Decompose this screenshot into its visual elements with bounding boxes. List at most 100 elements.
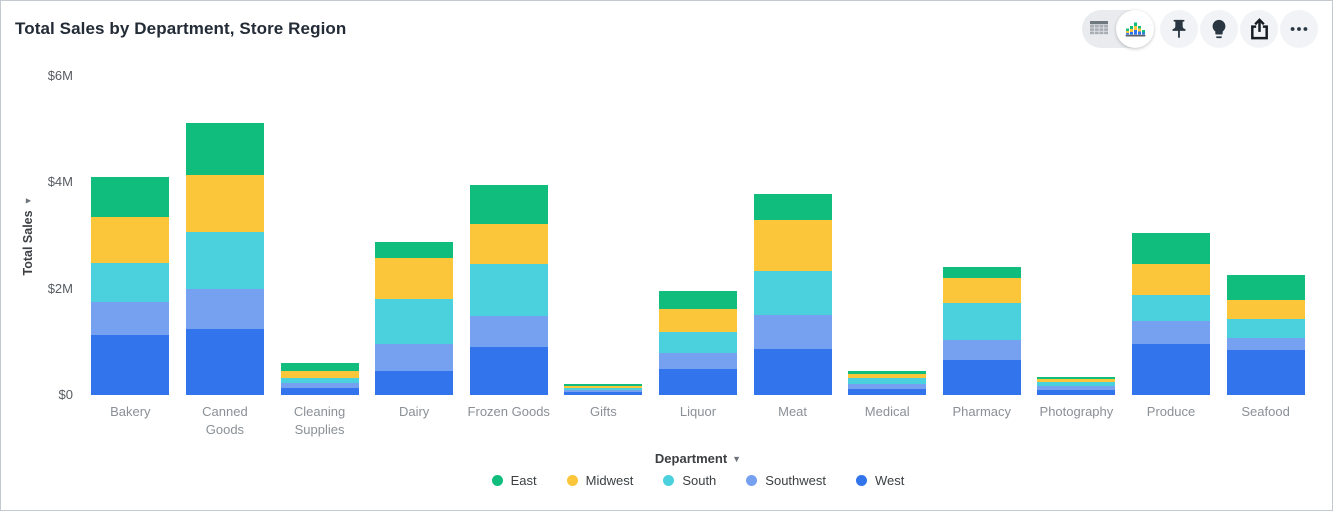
bar-segment[interactable] xyxy=(469,347,548,395)
bar-segment[interactable] xyxy=(375,344,454,371)
bar-segment[interactable] xyxy=(1226,338,1305,350)
bar-segment[interactable] xyxy=(185,232,264,289)
bar-segment[interactable] xyxy=(1037,377,1116,379)
bar-segment[interactable] xyxy=(848,378,927,384)
bar-segment[interactable] xyxy=(375,242,454,258)
pin-button[interactable] xyxy=(1160,10,1198,48)
bar-segment[interactable] xyxy=(91,177,170,217)
bar-segment[interactable] xyxy=(753,194,832,220)
bar-segment[interactable] xyxy=(753,220,832,271)
page-title: Total Sales by Department, Store Region xyxy=(15,19,347,38)
bar-segment[interactable] xyxy=(564,388,643,390)
bar-segment[interactable] xyxy=(1132,295,1210,321)
bar-segment[interactable] xyxy=(1226,300,1305,319)
bar-segment[interactable] xyxy=(185,175,264,232)
bar-segment[interactable] xyxy=(375,258,454,299)
lightbulb-icon xyxy=(1208,18,1230,40)
bar[interactable] xyxy=(280,363,359,395)
legend-item[interactable]: West xyxy=(856,473,904,488)
more-button[interactable] xyxy=(1280,10,1318,48)
chart-view-button[interactable] xyxy=(1116,10,1154,48)
bar-segment[interactable] xyxy=(942,340,1021,360)
bar[interactable] xyxy=(658,291,737,395)
bar-segment[interactable] xyxy=(753,271,832,315)
bar-segment[interactable] xyxy=(1037,379,1116,382)
bar-segment[interactable] xyxy=(848,384,927,389)
bar-segment[interactable] xyxy=(564,384,643,386)
bar-segment[interactable] xyxy=(1132,321,1210,344)
bar-segment[interactable] xyxy=(469,264,548,316)
bar[interactable] xyxy=(1226,275,1305,395)
bar-segment[interactable] xyxy=(658,332,737,353)
bar-segment[interactable] xyxy=(1226,350,1305,395)
bar-segment[interactable] xyxy=(469,316,548,347)
bar-segment[interactable] xyxy=(280,383,359,388)
x-axis-label[interactable]: Department ▼ xyxy=(83,451,1313,466)
bar-segment[interactable] xyxy=(848,389,927,395)
legend-item[interactable]: Midwest xyxy=(566,473,633,488)
bar[interactable] xyxy=(91,177,170,395)
legend-item[interactable]: East xyxy=(491,473,537,488)
bar-segment[interactable] xyxy=(564,390,643,392)
bar-segment[interactable] xyxy=(658,291,737,309)
bar-segment[interactable] xyxy=(1132,233,1210,264)
bar[interactable] xyxy=(375,242,454,395)
y-tick-label: $2M xyxy=(47,280,73,296)
bar-segment[interactable] xyxy=(848,374,927,378)
bar-segment[interactable] xyxy=(375,371,454,395)
bar-segment[interactable] xyxy=(1037,382,1116,386)
bar-segment[interactable] xyxy=(753,315,832,349)
legend-item[interactable]: South xyxy=(663,473,716,488)
legend-item[interactable]: Southwest xyxy=(746,473,826,488)
x-category-label: Dairy xyxy=(398,404,430,419)
insights-button[interactable] xyxy=(1200,10,1238,48)
bar-segment[interactable] xyxy=(280,378,359,383)
bar-segment[interactable] xyxy=(1226,275,1305,300)
x-category-label: Canned Goods xyxy=(202,404,248,438)
bar-segment[interactable] xyxy=(942,278,1021,303)
bar[interactable] xyxy=(185,123,264,395)
bar-segment[interactable] xyxy=(848,371,927,374)
bar-segment[interactable] xyxy=(753,349,832,395)
x-category-label: Produce xyxy=(1146,404,1196,419)
bar-segment[interactable] xyxy=(658,309,737,332)
bar-segment[interactable] xyxy=(942,267,1021,278)
y-tick-label: $6M xyxy=(47,67,73,83)
bar-segment[interactable] xyxy=(564,392,643,395)
bar[interactable] xyxy=(469,185,548,395)
bar-segment[interactable] xyxy=(185,123,264,175)
bar-segment[interactable] xyxy=(1037,386,1116,390)
table-view-button[interactable] xyxy=(1082,10,1116,48)
share-button[interactable] xyxy=(1240,10,1278,48)
bar-segment[interactable] xyxy=(280,371,359,378)
bar-segment[interactable] xyxy=(91,302,170,335)
bar[interactable] xyxy=(848,371,927,395)
bar-segment[interactable] xyxy=(658,353,737,369)
bar[interactable] xyxy=(564,384,643,395)
bar[interactable] xyxy=(942,267,1021,395)
bar[interactable] xyxy=(1132,233,1210,395)
bar-segment[interactable] xyxy=(91,335,170,395)
bar-segment[interactable] xyxy=(91,217,170,263)
x-category-label: Seafood xyxy=(1241,404,1290,419)
bar-segment[interactable] xyxy=(1226,319,1305,338)
bar[interactable] xyxy=(1037,377,1116,395)
bar-segment[interactable] xyxy=(658,369,737,395)
bar-segment[interactable] xyxy=(469,185,548,224)
bar-slot xyxy=(461,61,556,395)
bar-segment[interactable] xyxy=(942,360,1021,395)
bar-segment[interactable] xyxy=(375,299,454,344)
bar-segment[interactable] xyxy=(280,388,359,395)
bar-segment[interactable] xyxy=(469,224,548,264)
bar-segment[interactable] xyxy=(1132,264,1210,295)
bar-segment[interactable] xyxy=(185,289,264,329)
bar-slot xyxy=(272,61,367,395)
bar-segment[interactable] xyxy=(564,386,643,388)
bar-segment[interactable] xyxy=(91,263,170,302)
bar[interactable] xyxy=(753,194,832,395)
bar-segment[interactable] xyxy=(280,363,359,371)
bar-segment[interactable] xyxy=(942,303,1021,340)
bar-segment[interactable] xyxy=(1037,390,1116,395)
bar-segment[interactable] xyxy=(185,329,264,395)
bar-segment[interactable] xyxy=(1132,344,1210,395)
